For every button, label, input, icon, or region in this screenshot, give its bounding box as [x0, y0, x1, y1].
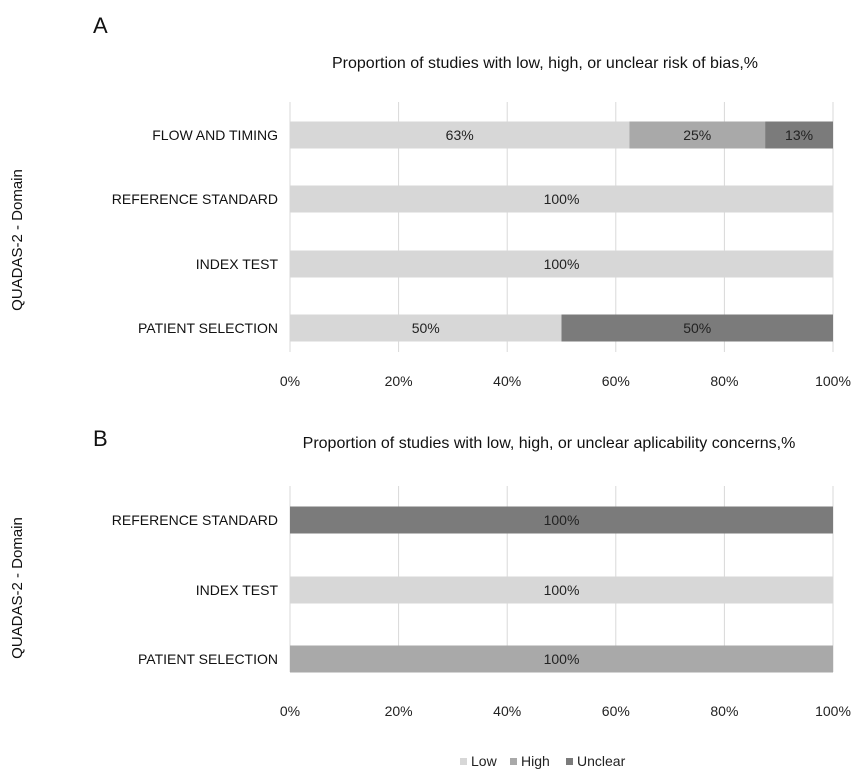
bar-value-label: 100% [544, 256, 580, 272]
category-label: REFERENCE STANDARD [112, 191, 278, 207]
panel-b-title: Proportion of studies with low, high, or… [303, 435, 796, 452]
category-label: FLOW AND TIMING [152, 127, 278, 143]
x-tick-label: 0% [280, 703, 300, 719]
legend: Low High Unclear [460, 753, 626, 769]
bar-value-label: 50% [683, 320, 711, 336]
bar-low [290, 576, 833, 604]
category-label: INDEX TEST [196, 582, 279, 598]
panel-b-plot: 0% 20% 40% 60% 80% 100% REFERENCE STANDARD 100%… [112, 486, 851, 719]
legend-label-high: High [521, 753, 550, 769]
category-label: INDEX TEST [196, 256, 279, 272]
bar-unclear [561, 314, 833, 342]
category-label: PATIENT SELECTION [138, 651, 278, 667]
bar-unclear [290, 506, 833, 534]
x-tick-label: 60% [602, 703, 630, 719]
bar-high [629, 121, 766, 149]
x-tick-label: 40% [493, 373, 521, 389]
x-tick-label: 20% [385, 703, 413, 719]
bar-value-label: 100% [544, 582, 580, 598]
bar-low [290, 250, 833, 278]
bar-value-label: 100% [544, 512, 580, 528]
bar-unclear [765, 121, 833, 149]
category-label: PATIENT SELECTION [138, 320, 278, 336]
panel-a-label: A [93, 13, 108, 38]
bar-value-label: 50% [412, 320, 440, 336]
x-tick-label: 0% [280, 373, 300, 389]
panel-a-ylabel: QUADAS-2 - Domain [9, 169, 26, 311]
bar-low [290, 314, 562, 342]
legend-swatch-low [460, 758, 467, 765]
panel-a-plot: 0% 20% 40% 60% 80% 100% FLOW AND TIMING 63% 25% 1… [112, 102, 851, 389]
x-tick-label: 20% [385, 373, 413, 389]
bar-value-label: 25% [683, 127, 711, 143]
legend-label-low: Low [471, 753, 498, 769]
bar-value-label: 63% [446, 127, 474, 143]
panel-b-ylabel: QUADAS-2 - Domain [9, 517, 26, 659]
legend-label-unclear: Unclear [577, 753, 626, 769]
category-label: REFERENCE STANDARD [112, 512, 278, 528]
bar-low [290, 185, 833, 213]
bar-high [290, 645, 833, 673]
bar-value-label: 13% [785, 127, 813, 143]
legend-swatch-unclear [566, 758, 573, 765]
x-tick-label: 100% [815, 373, 851, 389]
legend-swatch-high [510, 758, 517, 765]
bar-value-label: 100% [544, 651, 580, 667]
panel-a-title: Proportion of studies with low, high, or… [332, 55, 758, 72]
x-tick-label: 80% [710, 703, 738, 719]
bar-low [290, 121, 630, 149]
x-tick-label: 100% [815, 703, 851, 719]
panel-b-label: B [93, 426, 108, 451]
x-tick-label: 40% [493, 703, 521, 719]
bar-value-label: 100% [544, 191, 580, 207]
x-tick-label: 60% [602, 373, 630, 389]
x-tick-label: 80% [710, 373, 738, 389]
